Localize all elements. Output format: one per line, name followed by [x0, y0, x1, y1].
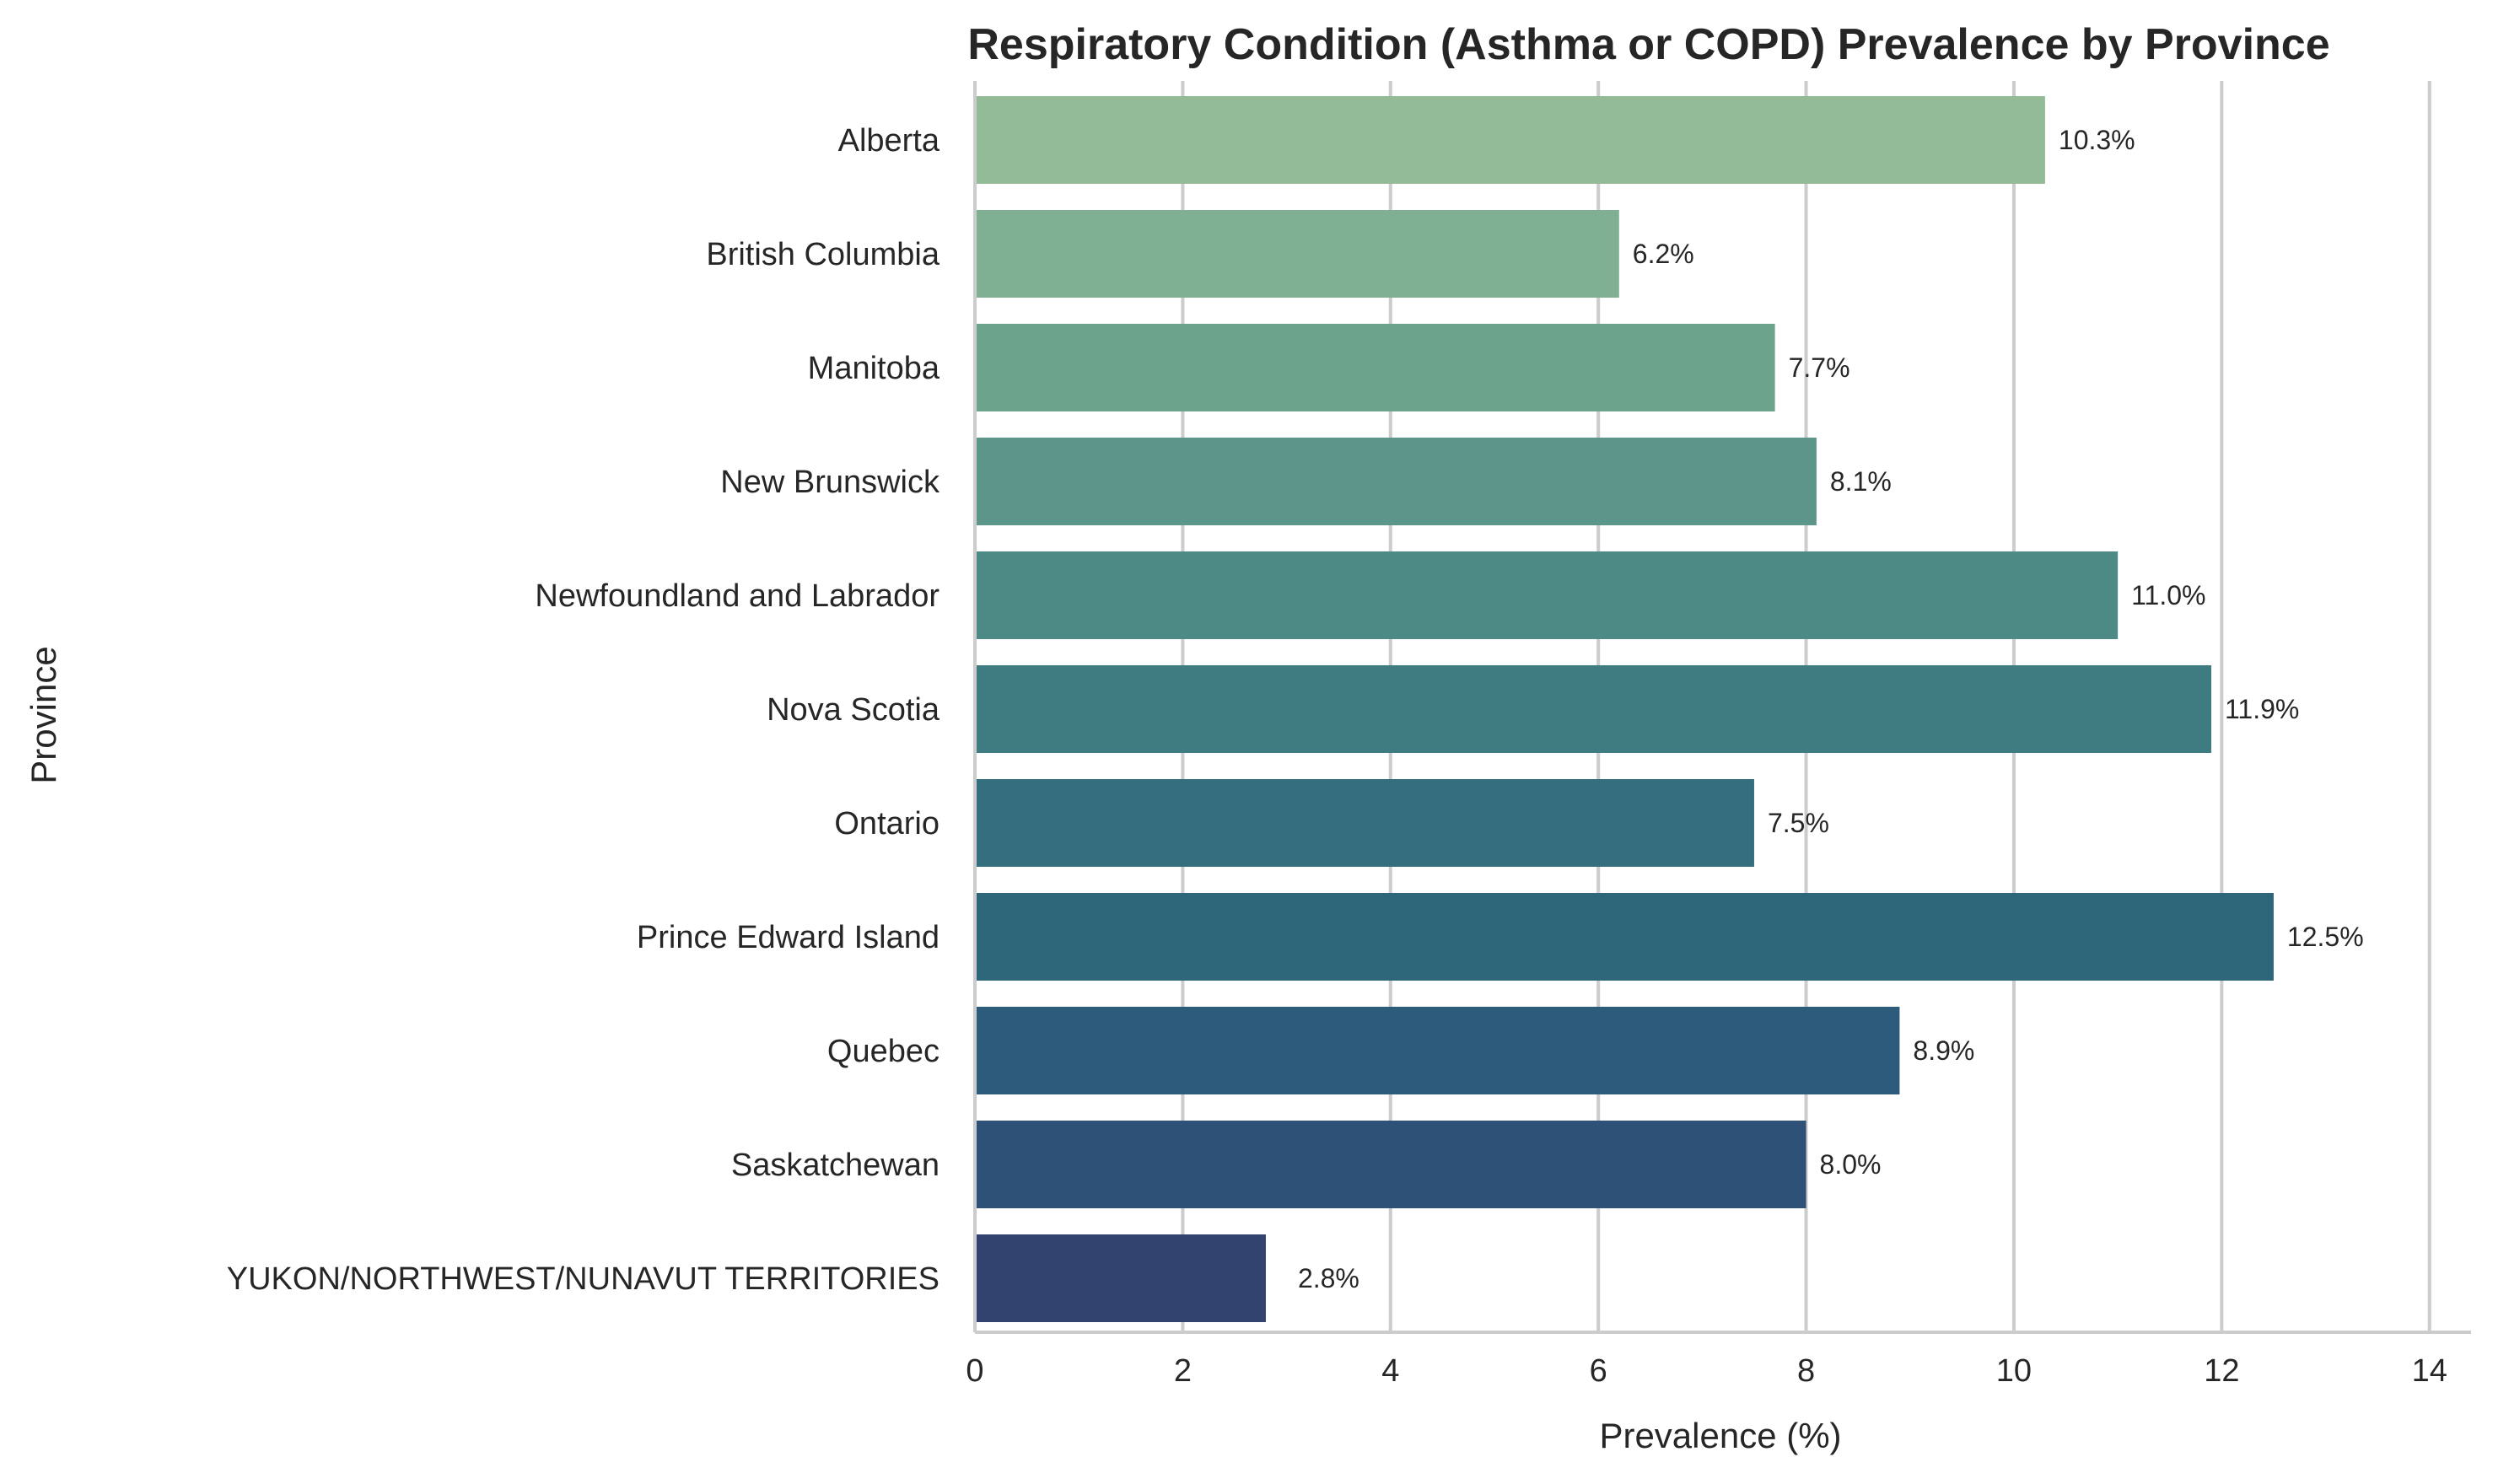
data-labels: 10.3% 6.2% 7.7% 8.1% 11.0% 11.9% 7.5% 12.5% 8.9%…: [1298, 125, 2364, 1293]
y-tick-label: Prince Edward Island: [637, 920, 940, 955]
bars: [975, 96, 2274, 1322]
data-label: 10.3%: [2059, 125, 2135, 155]
bar-prince-edward-island: [975, 893, 2274, 981]
x-tick-label-12: 12: [2204, 1353, 2239, 1389]
y-tick-label: Ontario: [834, 806, 940, 841]
y-tick-label: Quebec: [827, 1034, 940, 1069]
x-tick-label-4: 4: [1381, 1353, 1399, 1389]
bar-alberta: [975, 96, 2045, 184]
y-tick-label: Manitoba: [808, 351, 940, 386]
data-label: 8.1%: [1830, 466, 1892, 497]
data-label: 12.5%: [2287, 922, 2364, 952]
y-tick-label: Nova Scotia: [767, 692, 940, 728]
data-label: 6.2%: [1633, 239, 1694, 269]
data-label: 8.9%: [1913, 1035, 1974, 1066]
y-tick-label: Newfoundland and Labrador: [535, 578, 940, 614]
bar-new-brunswick: [975, 438, 1817, 525]
data-label: 7.7%: [1789, 352, 1850, 383]
data-label: 2.8%: [1298, 1263, 1359, 1293]
x-axis-label: Prevalence (%): [1599, 1416, 1841, 1455]
bar-manitoba: [975, 324, 1775, 411]
y-tick-labels: Alberta British Columbia Manitoba New Bruns…: [227, 123, 940, 1297]
x-tick-label-10: 10: [1996, 1353, 2032, 1389]
y-tick-label: Alberta: [838, 123, 940, 159]
bar-ontario: [975, 779, 1754, 867]
y-tick-label: British Columbia: [706, 237, 940, 272]
x-tick-label-6: 6: [1590, 1353, 1607, 1389]
bar-british-columbia: [975, 210, 1619, 298]
bar-nova-scotia: [975, 665, 2212, 753]
data-label: 11.9%: [2225, 694, 2299, 724]
x-tick-labels: 0 2 4 6 8 10 12 14: [966, 1353, 2447, 1389]
y-axis-label: Province: [24, 646, 63, 783]
bar-newfoundland-and-labrador: [975, 551, 2119, 639]
y-tick-label: Saskatchewan: [731, 1148, 940, 1183]
x-tick-label-8: 8: [1797, 1353, 1815, 1389]
x-tick-label-2: 2: [1174, 1353, 1192, 1389]
bar-yukon-northwest-nunavut-territories: [975, 1234, 1266, 1322]
x-tick-label-14: 14: [2412, 1353, 2447, 1389]
data-label: 7.5%: [1768, 808, 1829, 838]
chart-title: Respiratory Condition (Asthma or COPD) P…: [967, 20, 2329, 69]
x-tick-label-0: 0: [966, 1353, 983, 1389]
bar-saskatchewan: [975, 1121, 1806, 1208]
data-label: 8.0%: [1820, 1149, 1882, 1180]
y-tick-label: New Brunswick: [720, 465, 940, 500]
data-label: 11.0%: [2131, 580, 2205, 610]
axis-spines: [973, 81, 2471, 1334]
bar-quebec: [975, 1007, 1900, 1094]
y-tick-label: YUKON/NORTHWEST/NUNAVUT TERRITORIES: [227, 1261, 940, 1297]
